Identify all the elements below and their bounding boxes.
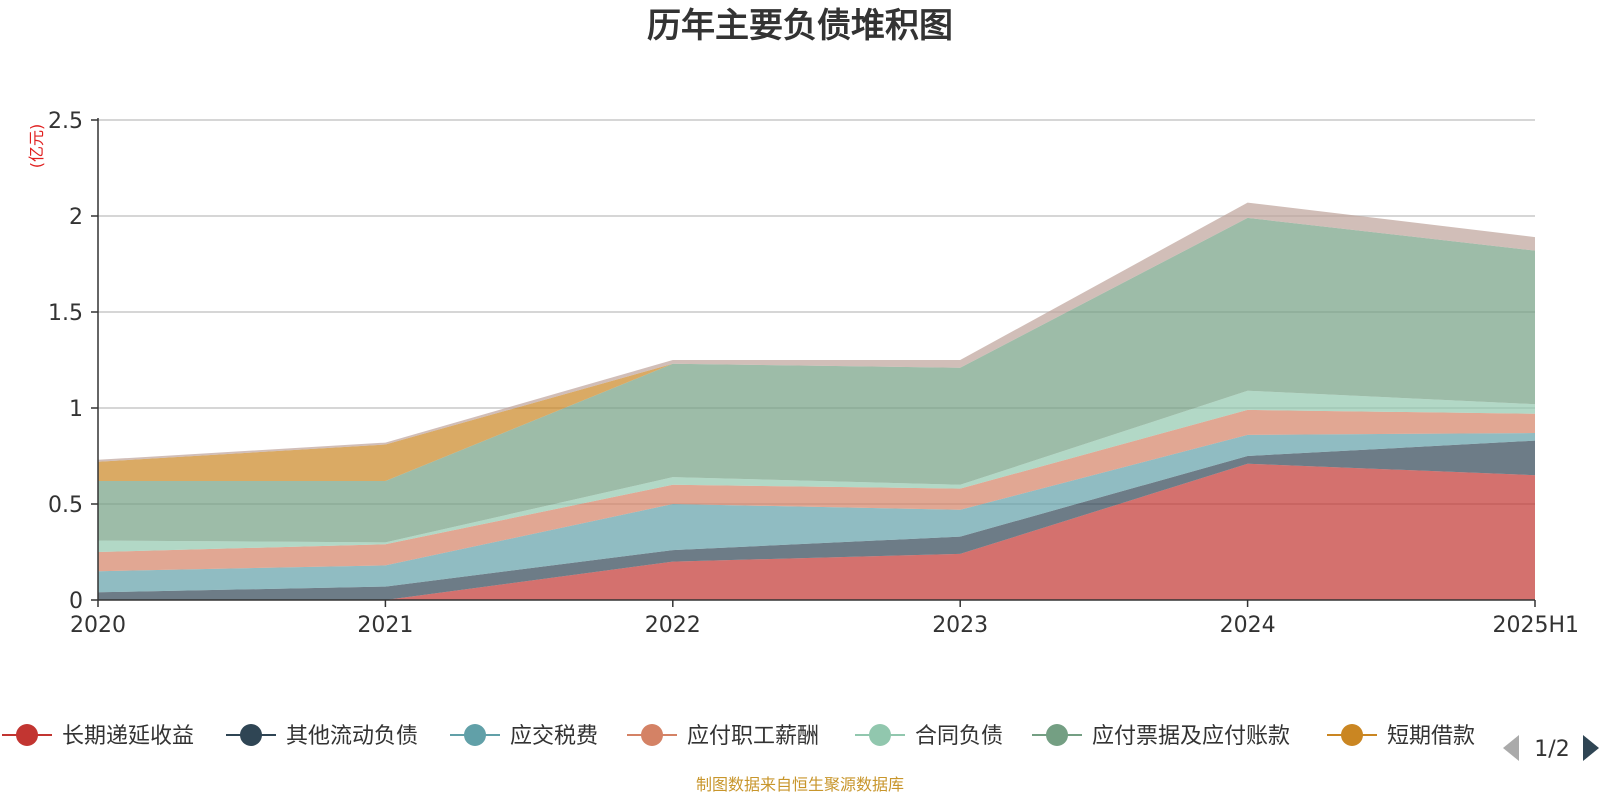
legend-item-2[interactable]: 应交税费 bbox=[450, 724, 598, 749]
legend: 长期递延收益 其他流动负债 应交税费 应付职工薪酬 合同负债 应付票据及应付账款 短期借款 bbox=[2, 724, 1475, 749]
legend-page-indicator: 1/2 bbox=[1534, 737, 1569, 762]
legend-marker-icon bbox=[869, 724, 891, 746]
area-series-0 bbox=[98, 463, 1535, 600]
area-series-1 bbox=[98, 440, 1535, 600]
axis-layer: 0 0.5 1 1.5 2 2.5 2020 2021 2022 2023 2024 2025H1 bbox=[48, 109, 1579, 638]
y-tick-label: 1 bbox=[69, 397, 83, 422]
x-tick-label: 2024 bbox=[1220, 613, 1276, 638]
area-series-4 bbox=[98, 390, 1535, 552]
legend-label: 短期借款 bbox=[1387, 724, 1475, 749]
y-tick-label: 0.5 bbox=[48, 493, 83, 518]
y-tick-label: 0 bbox=[69, 589, 83, 614]
legend-item-4[interactable]: 合同负债 bbox=[855, 724, 1003, 749]
area-layer bbox=[98, 202, 1535, 600]
legend-marker-icon bbox=[1046, 724, 1068, 746]
x-tick-label: 2020 bbox=[70, 613, 126, 638]
legend-label: 应付票据及应付账款 bbox=[1092, 724, 1290, 749]
area-series-2 bbox=[98, 433, 1535, 593]
area-series-5 bbox=[98, 217, 1535, 543]
legend-marker-icon bbox=[641, 724, 663, 746]
legend-marker-icon bbox=[1341, 724, 1363, 746]
legend-label: 其他流动负债 bbox=[286, 724, 418, 749]
legend-item-0[interactable]: 长期递延收益 bbox=[2, 724, 194, 749]
legend-item-1[interactable]: 其他流动负债 bbox=[226, 724, 418, 749]
legend-label: 应付职工薪酬 bbox=[687, 724, 819, 749]
legend-item-5[interactable]: 应付票据及应付账款 bbox=[1032, 724, 1290, 749]
legend-pager: 1/2 bbox=[1503, 735, 1599, 762]
source-note: 制图数据来自恒生聚源数据库 bbox=[696, 775, 904, 794]
y-tick-label: 1.5 bbox=[48, 301, 83, 326]
legend-label: 长期递延收益 bbox=[62, 724, 194, 749]
y-tick-label: 2.5 bbox=[48, 109, 83, 134]
chart-title: 历年主要负债堆积图 bbox=[647, 6, 953, 46]
x-tick-label: 2021 bbox=[357, 613, 413, 638]
area-series-3 bbox=[98, 409, 1535, 572]
area-series-7 bbox=[98, 202, 1535, 462]
y-tick-label: 2 bbox=[69, 205, 83, 230]
area-series-6 bbox=[98, 217, 1535, 481]
legend-marker-icon bbox=[16, 724, 38, 746]
legend-marker-icon bbox=[240, 724, 262, 746]
legend-marker-icon bbox=[464, 724, 486, 746]
x-tick-label: 2025H1 bbox=[1492, 613, 1579, 638]
legend-item-3[interactable]: 应付职工薪酬 bbox=[627, 724, 819, 749]
legend-item-6[interactable]: 短期借款 bbox=[1327, 724, 1475, 749]
x-tick-label: 2022 bbox=[645, 613, 701, 638]
legend-label: 应交税费 bbox=[510, 724, 598, 749]
y-axis-unit-label: (亿元) bbox=[27, 124, 46, 169]
legend-next-page-icon[interactable] bbox=[1583, 735, 1599, 761]
legend-prev-page-icon[interactable] bbox=[1503, 735, 1519, 761]
x-tick-label: 2023 bbox=[932, 613, 988, 638]
legend-label: 合同负债 bbox=[915, 724, 1003, 749]
